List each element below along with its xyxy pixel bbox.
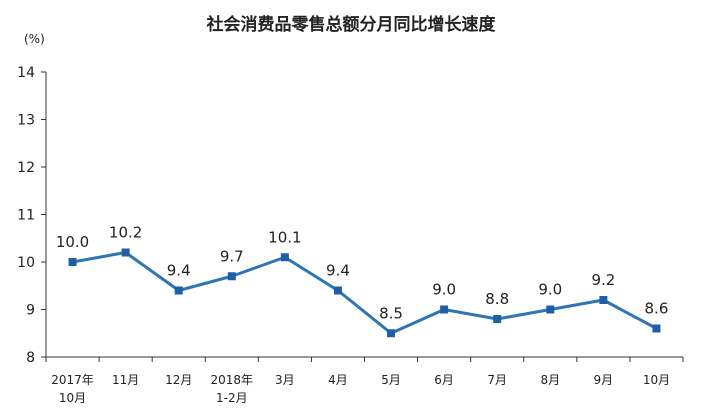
data-point: [280, 253, 289, 262]
x-tick-label: 9月: [594, 373, 614, 387]
series-line: [68, 248, 661, 338]
data-label: 10.1: [268, 228, 301, 246]
x-tick-label: 8月: [540, 373, 560, 387]
data-label: 9.0: [538, 281, 562, 299]
data-point: [333, 286, 342, 295]
data-label: 9.2: [591, 271, 615, 289]
x-tick-label: 2017年 10月: [51, 373, 94, 405]
y-unit-label: (%): [24, 32, 45, 46]
data-point: [440, 305, 449, 314]
data-label: 10.0: [56, 233, 89, 251]
y-tick-label: 9: [26, 303, 35, 319]
y-tick-label: 8: [26, 350, 35, 366]
x-tick-label: 5月: [381, 373, 401, 387]
axes: 8 9 10 11 12 13 14 2017年 10月 11月 12月 2018年 1-2月 3月 4月 5…: [17, 65, 684, 405]
x-tick-label: 7月: [487, 373, 507, 387]
x-tick-label: 11月: [112, 373, 139, 387]
data-point: [546, 305, 555, 314]
y-tick-label: 10: [17, 255, 35, 271]
data-point: [227, 272, 236, 281]
x-tick-label: 6月: [434, 373, 454, 387]
data-label: 9.0: [432, 281, 456, 299]
data-label: 9.7: [220, 247, 244, 265]
y-tick-label: 13: [17, 113, 35, 129]
series-polyline: [72, 251, 658, 335]
data-label: 9.4: [326, 262, 350, 280]
x-tick-label: 3月: [275, 373, 295, 387]
data-label: 8.5: [379, 304, 403, 322]
data-label: 10.2: [109, 224, 142, 242]
y-tick-label: 14: [17, 65, 35, 81]
chart-title: 社会消费品零售总额分月同比增长速度: [206, 14, 497, 35]
data-point: [121, 248, 130, 257]
x-tick-label: 4月: [328, 373, 348, 387]
y-tick-label: 11: [17, 208, 35, 224]
data-point: [493, 315, 502, 323]
data-label: 8.8: [485, 290, 509, 308]
data-point: [599, 296, 608, 304]
data-point: [387, 329, 396, 338]
data-label: 8.6: [645, 300, 669, 318]
x-tick-label: 2018年 1-2月: [211, 373, 254, 405]
data-point: [68, 258, 77, 266]
data-labels: 10.0 10.2 9.4 9.7 10.1 9.4 8.5 9.0 8.8 9.0 9.2 8.6: [56, 224, 669, 323]
y-tick-label: 12: [17, 160, 35, 176]
data-point: [652, 324, 661, 333]
data-point: [174, 286, 183, 295]
data-label: 9.4: [167, 262, 191, 280]
x-tick-label: 12月: [165, 373, 192, 387]
x-tick-label: 10月: [643, 373, 670, 387]
